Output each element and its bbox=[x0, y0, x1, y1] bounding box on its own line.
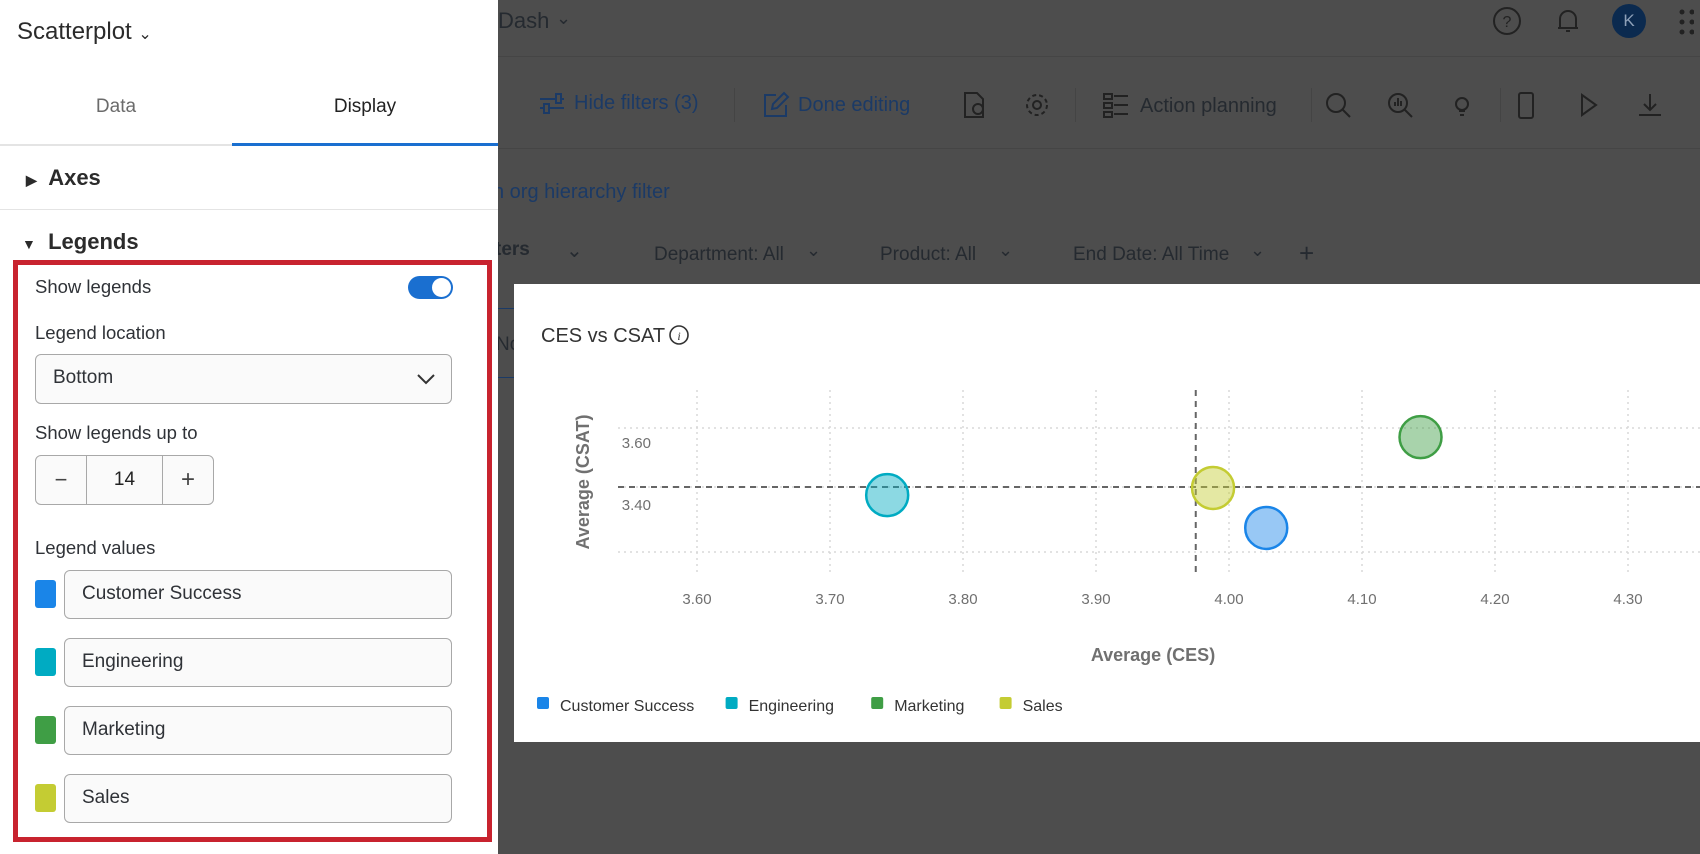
legend-swatch bbox=[537, 697, 549, 709]
app-grid-icon[interactable] bbox=[1678, 8, 1694, 36]
caret-down-icon: ▼ bbox=[22, 236, 36, 252]
legend-item-label: Marketing bbox=[894, 698, 964, 715]
filter-sliders-icon bbox=[540, 93, 564, 114]
action-planning-label: Action planning bbox=[1140, 94, 1277, 117]
tab-display[interactable]: Display bbox=[333, 96, 397, 117]
lightbulb-icon[interactable] bbox=[1448, 91, 1476, 119]
data-point-sales bbox=[1190, 465, 1236, 511]
x-tick-label: 4.20 bbox=[1480, 591, 1509, 608]
hide-filters-button[interactable]: Hide filters (3) bbox=[538, 91, 698, 115]
legend-item-label: Engineering bbox=[749, 698, 834, 715]
action-planning-button[interactable]: Action planning bbox=[1102, 91, 1277, 121]
legend-value-input[interactable]: Customer Success bbox=[64, 570, 452, 619]
visualization-type-label: Scatterplot bbox=[17, 18, 132, 45]
add-filter-icon[interactable]: + bbox=[1299, 238, 1315, 268]
active-tab-indicator bbox=[232, 143, 498, 146]
svg-text:i: i bbox=[677, 329, 680, 343]
legend-values-label: Legend values bbox=[35, 537, 156, 558]
action-list-icon bbox=[1103, 93, 1128, 118]
stats-iq-icon[interactable] bbox=[1386, 91, 1414, 119]
x-tick-label: 4.00 bbox=[1214, 591, 1243, 608]
bell-icon[interactable] bbox=[1553, 6, 1583, 36]
info-icon[interactable]: i bbox=[668, 324, 690, 346]
gear-icon[interactable] bbox=[1023, 91, 1051, 119]
help-icon[interactable]: ? bbox=[1492, 6, 1522, 36]
chevron-down-icon[interactable]: ⌄ bbox=[998, 240, 1014, 260]
svg-text:?: ? bbox=[1503, 14, 1512, 31]
tab-data[interactable]: Data bbox=[95, 96, 137, 117]
axes-section-label: Axes bbox=[48, 165, 101, 190]
legend-value-input[interactable]: Marketing bbox=[64, 706, 452, 755]
caret-right-icon: ▶ bbox=[26, 172, 37, 188]
chart-title: CES vs CSAT bbox=[541, 325, 666, 347]
x-tick-label: 3.60 bbox=[682, 591, 711, 608]
y-axis-title: Average (CSAT) bbox=[573, 414, 593, 549]
saved-filters-label[interactable]: ters bbox=[495, 239, 530, 260]
product-filter[interactable]: Product: All bbox=[880, 244, 977, 265]
toolbar bbox=[498, 57, 1700, 149]
x-tick-label: 3.70 bbox=[815, 591, 844, 608]
x-tick-label: 3.90 bbox=[1081, 591, 1110, 608]
edit-icon bbox=[764, 91, 790, 117]
play-icon[interactable] bbox=[1574, 91, 1602, 119]
y-tick-label: 3.40 bbox=[622, 497, 651, 514]
department-filter[interactable]: Department: All bbox=[654, 244, 784, 265]
chevron-down-icon bbox=[417, 374, 435, 385]
legend-swatch bbox=[871, 697, 884, 709]
top-bar: Dash ⌄ ? K bbox=[498, 0, 1700, 57]
chevron-down-icon: ⌄ bbox=[138, 26, 152, 43]
x-tick-label: 3.80 bbox=[948, 591, 977, 608]
data-point-marketing bbox=[1398, 414, 1443, 460]
show-legends-label: Show legends bbox=[35, 276, 152, 297]
show-legends-up-to-label: Show legends up to bbox=[35, 422, 198, 443]
x-tick-label: 4.30 bbox=[1613, 591, 1642, 608]
legend-color-swatch[interactable] bbox=[35, 648, 56, 676]
data-point-customer-success bbox=[1243, 505, 1289, 551]
legend-location-value: Bottom bbox=[53, 367, 114, 388]
chevron-down-icon[interactable]: ⌄ bbox=[566, 240, 583, 262]
org-hierarchy-filter-link[interactable]: n org hierarchy filter bbox=[493, 181, 670, 203]
legend-item-label: Sales bbox=[1023, 698, 1063, 715]
legends-section-label: Legends bbox=[48, 229, 139, 254]
x-tick-label: 4.10 bbox=[1347, 591, 1376, 608]
x-axis-title: Average (CES) bbox=[1091, 645, 1215, 665]
visualization-type-dropdown[interactable]: Scatterplot ⌄ bbox=[17, 18, 152, 46]
hide-filters-label: Hide filters (3) bbox=[574, 91, 699, 114]
chevron-down-icon[interactable]: ⌄ bbox=[806, 240, 822, 260]
legend-color-swatch[interactable] bbox=[35, 716, 56, 744]
legend-location-select[interactable]: Bottom bbox=[35, 354, 452, 404]
dashboard-title[interactable]: Dash bbox=[498, 8, 550, 33]
y-tick-label: 3.60 bbox=[622, 435, 651, 452]
chart-widget[interactable]: CES vs CSAT i bbox=[514, 284, 1700, 742]
insights-file-icon[interactable] bbox=[961, 91, 989, 119]
legend-swatch bbox=[725, 697, 738, 709]
text-iq-icon[interactable] bbox=[1324, 91, 1352, 119]
legend-color-swatch[interactable] bbox=[35, 784, 56, 812]
download-icon[interactable] bbox=[1636, 91, 1664, 119]
legend-value-input[interactable]: Sales bbox=[64, 774, 452, 823]
legend-item-label: Customer Success bbox=[560, 698, 694, 715]
legend-color-swatch[interactable] bbox=[35, 580, 56, 608]
chevron-down-icon[interactable]: ⌄ bbox=[1250, 240, 1266, 260]
legend-location-label: Legend location bbox=[35, 322, 166, 343]
increment-button[interactable]: + bbox=[180, 466, 195, 493]
done-editing-label: Done editing bbox=[798, 93, 911, 116]
legend-count-input[interactable]: 14 bbox=[87, 456, 163, 504]
mobile-icon[interactable] bbox=[1512, 91, 1540, 119]
legends-section-toggle[interactable]: ▼ Legends bbox=[22, 229, 139, 255]
show-legends-toggle[interactable] bbox=[408, 276, 453, 299]
highlight-box bbox=[13, 260, 492, 842]
legend-count-stepper[interactable]: − 14 + bbox=[35, 455, 214, 505]
avatar[interactable]: K bbox=[1612, 4, 1646, 38]
legend-swatch bbox=[999, 697, 1012, 709]
data-point-engineering bbox=[864, 472, 910, 518]
axes-section-toggle[interactable]: ▶ Axes bbox=[26, 165, 101, 191]
legend-value-input[interactable]: Engineering bbox=[64, 638, 452, 687]
settings-panel: Scatterplot ⌄ Data Display ▶ Axes ▼ Lege… bbox=[0, 0, 498, 854]
decrement-button[interactable]: − bbox=[36, 456, 87, 504]
end-date-filter[interactable]: End Date: All Time bbox=[1073, 244, 1230, 265]
done-editing-button[interactable]: Done editing bbox=[762, 91, 910, 119]
chevron-down-icon[interactable]: ⌄ bbox=[556, 8, 572, 28]
